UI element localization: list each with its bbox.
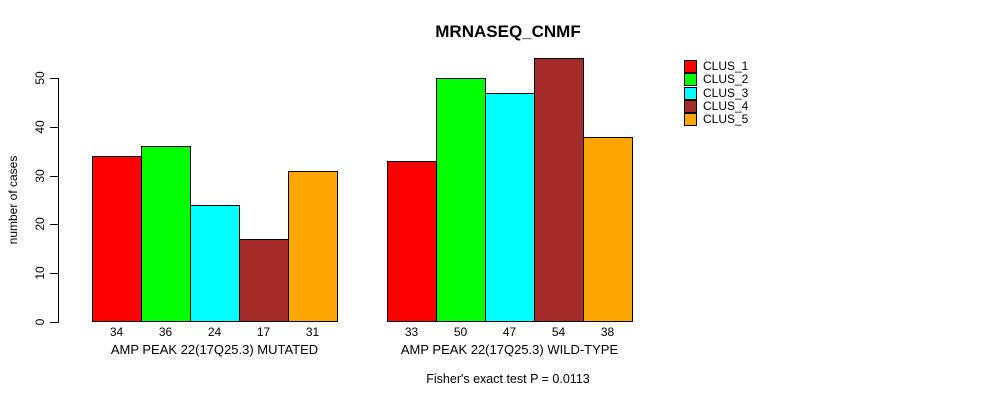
bar-clus_1-group1 — [92, 156, 142, 322]
bar-value-label: 24 — [207, 325, 222, 339]
y-axis-tick — [50, 78, 58, 79]
group-label: AMP PEAK 22(17Q25.3) WILD-TYPE — [400, 342, 619, 357]
legend-label: CLUS_1 — [703, 59, 749, 74]
y-axis-tick-label: 20 — [33, 217, 47, 232]
y-axis-label: number of cases — [6, 155, 20, 245]
legend-label: CLUS_5 — [703, 112, 749, 127]
legend-item: CLUS_5 — [684, 112, 749, 127]
legend-label: CLUS_2 — [703, 72, 749, 87]
bar-value-label: 47 — [502, 325, 517, 339]
y-axis-tick-label: 10 — [33, 266, 47, 280]
legend-item: CLUS_4 — [684, 99, 749, 114]
bar-clus_2-group1 — [141, 146, 191, 322]
bar-value-label: 50 — [453, 325, 468, 339]
legend-swatch — [684, 60, 697, 74]
legend-label: CLUS_3 — [703, 85, 749, 100]
bar-clus_5-group1 — [288, 171, 338, 322]
bar-clus_5-group2 — [583, 137, 633, 322]
bar-value-label: 17 — [256, 325, 271, 339]
legend: CLUS_1 CLUS_2 CLUS_3 CLUS_4 CLUS_5 — [684, 59, 749, 127]
bar-value-label: 34 — [109, 325, 124, 339]
bar-clus_4-group1 — [239, 239, 289, 322]
y-axis-line — [58, 78, 59, 323]
y-axis-tick — [50, 126, 58, 128]
group-label: AMP PEAK 22(17Q25.3) MUTATED — [110, 342, 319, 357]
bar-clus_3-group1 — [190, 205, 240, 322]
fisher-test-annotation: Fisher's exact test P = 0.0113 — [426, 372, 590, 386]
bar-clus_2-group2 — [436, 78, 486, 322]
legend-item: CLUS_2 — [684, 72, 749, 87]
legend-swatch — [684, 86, 697, 100]
legend-swatch — [684, 100, 697, 114]
bar-value-label: 33 — [404, 325, 419, 339]
y-axis-tick — [50, 175, 58, 177]
y-axis-tick-label: 40 — [33, 120, 47, 134]
bar-clus_4-group2 — [534, 58, 584, 322]
bar-clus_1-group2 — [387, 161, 437, 322]
legend-swatch — [684, 73, 697, 87]
bar-clus_3-group2 — [485, 93, 535, 322]
bar-value-label: 36 — [158, 325, 173, 339]
legend-item: CLUS_1 — [684, 59, 749, 74]
legend-item: CLUS_3 — [684, 85, 749, 100]
y-axis-tick-label: 50 — [33, 71, 47, 85]
legend-label: CLUS_4 — [703, 99, 749, 114]
y-axis-tick — [50, 322, 58, 323]
bar-value-label: 54 — [551, 325, 566, 339]
legend-swatch — [684, 113, 697, 127]
y-axis-tick — [50, 224, 58, 226]
chart-title: MRNASEQ_CNMF — [435, 22, 581, 41]
y-axis-tick-label: 30 — [33, 168, 47, 183]
y-axis-tick-label: 0 — [33, 318, 47, 326]
bar-value-label: 38 — [600, 325, 615, 339]
y-axis-tick — [50, 273, 58, 275]
bar-value-label: 31 — [305, 325, 320, 339]
